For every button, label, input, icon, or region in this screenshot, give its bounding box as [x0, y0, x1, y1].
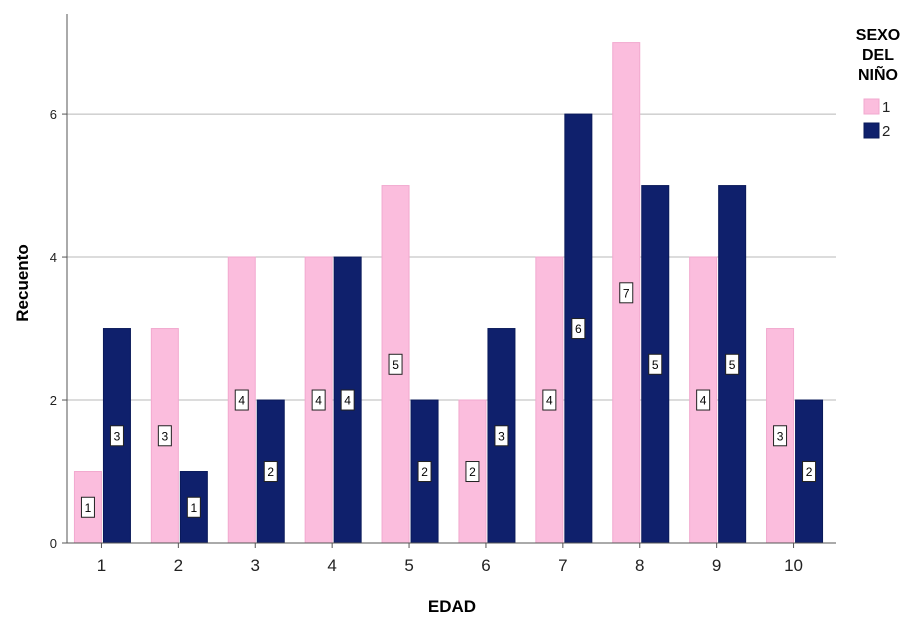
y-axis-title: Recuento	[13, 244, 32, 321]
data-label: 4	[344, 394, 351, 408]
x-tick-label: 5	[404, 556, 413, 575]
y-tick-label: 0	[50, 536, 57, 551]
x-tick-label: 1	[97, 556, 106, 575]
y-tick-label: 6	[50, 107, 57, 122]
x-tick-label: 6	[481, 556, 490, 575]
data-label: 5	[392, 358, 399, 372]
x-tick-label: 7	[558, 556, 567, 575]
y-tick-label: 4	[50, 250, 57, 265]
data-label: 3	[498, 429, 505, 443]
data-label: 3	[777, 429, 784, 443]
legend-label: 1	[882, 99, 890, 116]
data-label: 2	[806, 465, 813, 479]
data-label: 3	[162, 429, 169, 443]
x-tick-label: 8	[635, 556, 644, 575]
data-label: 1	[85, 501, 92, 515]
data-label: 6	[575, 322, 582, 336]
data-label: 4	[546, 394, 553, 408]
x-tick-label: 3	[251, 556, 260, 575]
data-label: 5	[729, 358, 736, 372]
data-label: 4	[700, 394, 707, 408]
data-label: 4	[238, 394, 245, 408]
legend-label: 2	[882, 123, 890, 140]
data-label: 7	[623, 286, 630, 300]
x-tick-label: 2	[174, 556, 183, 575]
data-label: 3	[114, 429, 121, 443]
data-label: 2	[421, 465, 428, 479]
data-label: 1	[191, 501, 198, 515]
x-tick-label: 10	[784, 556, 803, 575]
x-tick-label: 4	[327, 556, 336, 575]
data-label: 2	[267, 465, 274, 479]
legend-title: SEXO	[856, 27, 900, 44]
legend-swatch	[864, 99, 879, 114]
data-label: 4	[315, 394, 322, 408]
y-tick-label: 2	[50, 393, 57, 408]
data-label: 5	[652, 358, 659, 372]
legend-swatch	[864, 123, 879, 138]
x-tick-label: 9	[712, 556, 721, 575]
data-label: 2	[469, 465, 476, 479]
x-axis-title: EDAD	[428, 597, 476, 616]
legend-title: DEL	[862, 47, 894, 64]
legend-title: NIÑO	[858, 64, 898, 84]
bars	[74, 43, 822, 543]
